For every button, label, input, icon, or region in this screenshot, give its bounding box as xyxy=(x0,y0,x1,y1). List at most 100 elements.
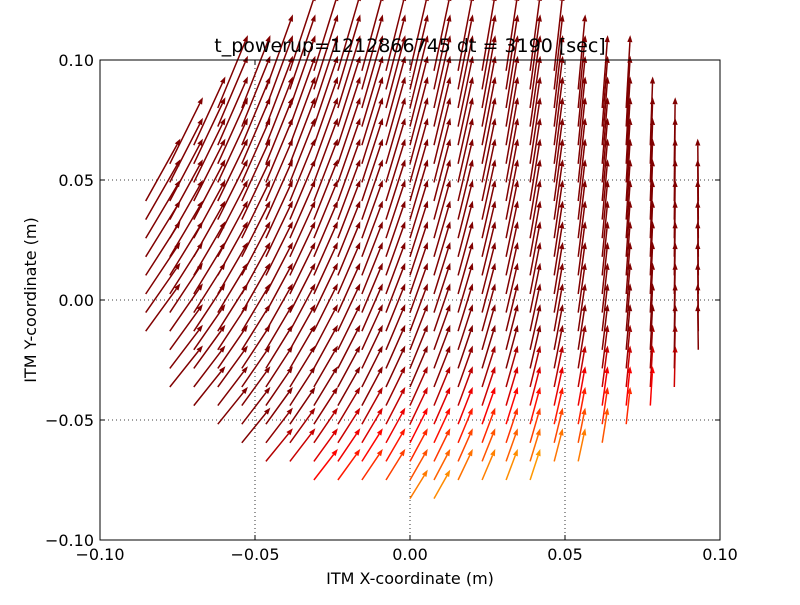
arrow-head xyxy=(444,469,451,477)
arrow-head xyxy=(400,97,406,105)
arrow-head xyxy=(400,324,406,333)
arrow-shaft xyxy=(433,289,449,332)
arrow-head xyxy=(559,221,565,229)
arrow-shaft xyxy=(169,123,201,183)
arrow-head xyxy=(423,76,429,84)
arrow-head xyxy=(421,469,428,477)
arrow-shaft xyxy=(457,269,472,313)
arrow-shaft xyxy=(241,62,269,127)
arrow-head xyxy=(490,407,496,415)
arrow-head xyxy=(491,179,497,188)
arrow-shaft xyxy=(337,413,358,444)
arrow-head xyxy=(264,242,271,250)
arrow-shaft xyxy=(145,268,178,314)
arrow-shaft xyxy=(649,352,654,388)
arrow-head xyxy=(536,345,542,353)
arrow-head xyxy=(445,386,451,395)
arrow-head xyxy=(332,366,338,374)
arrow-shaft xyxy=(217,41,246,109)
arrow-shaft xyxy=(409,269,427,313)
arrow-head xyxy=(491,14,497,22)
arrow-shaft xyxy=(409,21,427,90)
arrow-shaft xyxy=(553,42,563,109)
arrow-shaft xyxy=(577,414,585,443)
arrow-head xyxy=(559,35,565,43)
arrow-head xyxy=(491,97,497,105)
arrow-shaft xyxy=(601,124,608,183)
arrow-head xyxy=(422,407,428,415)
arrow-head xyxy=(445,283,451,291)
arrow-shaft xyxy=(361,144,382,202)
arrow-head xyxy=(514,35,520,43)
arrow-shaft xyxy=(433,83,450,146)
arrow-head xyxy=(401,14,407,22)
arrow-shaft xyxy=(601,352,608,388)
arrow-head xyxy=(468,283,474,291)
arrow-shaft xyxy=(457,62,473,127)
arrow-shaft xyxy=(481,227,495,276)
arrow-shaft xyxy=(217,144,246,202)
arrow-shaft xyxy=(409,331,426,369)
arrow-shaft xyxy=(529,62,541,127)
arrow-head xyxy=(220,76,226,84)
arrow-head xyxy=(264,200,271,209)
arrow-head xyxy=(581,304,587,312)
arrow-shaft xyxy=(193,165,223,220)
arrow-shaft xyxy=(409,289,427,332)
arrow-head xyxy=(468,345,473,353)
arrow-shaft xyxy=(409,83,427,146)
arrow-head xyxy=(355,117,361,126)
arrow-head xyxy=(354,366,361,374)
arrow-shaft xyxy=(265,392,290,425)
arrow-head xyxy=(219,345,226,353)
arrow-shaft xyxy=(529,228,540,276)
arrow-shaft xyxy=(361,413,380,444)
arrow-shaft xyxy=(433,310,449,351)
arrow-head xyxy=(331,448,338,457)
arrow-head xyxy=(265,179,271,188)
arrow-head xyxy=(196,283,203,291)
arrow-shaft xyxy=(361,186,382,239)
arrow-shaft xyxy=(193,123,223,183)
arrow-head xyxy=(649,76,656,84)
arrow-shaft xyxy=(337,227,359,276)
arrow-shaft xyxy=(601,331,608,369)
arrow-head xyxy=(467,428,473,436)
arrow-head xyxy=(378,35,384,43)
arrow-shaft xyxy=(577,207,586,257)
arrow-shaft xyxy=(505,21,518,90)
arrow-shaft xyxy=(385,310,404,351)
arrow-shaft xyxy=(361,20,382,90)
arrow-head xyxy=(287,242,293,250)
arrow-shaft xyxy=(577,310,585,350)
arrow-shaft xyxy=(385,207,404,258)
arrow-shaft xyxy=(193,350,222,388)
arrow-shaft xyxy=(577,269,586,313)
arrow-shaft xyxy=(505,228,518,276)
arrow-shaft xyxy=(529,166,540,220)
arrow-shaft xyxy=(385,289,404,332)
arrow-head xyxy=(174,242,181,250)
arrow-head xyxy=(219,324,226,332)
arrow-shaft xyxy=(313,289,336,332)
arrow-shaft xyxy=(553,228,563,276)
arrow-head xyxy=(491,159,497,167)
arrow-shaft xyxy=(241,206,268,258)
arrow-head xyxy=(491,138,497,146)
arrow-shaft xyxy=(505,186,518,239)
arrow-shaft xyxy=(313,248,336,295)
arrow-shaft xyxy=(457,413,471,444)
arrow-shaft xyxy=(337,41,360,109)
arrow-shaft xyxy=(409,310,426,351)
arrow-shaft xyxy=(457,289,472,332)
arrow-shaft xyxy=(313,41,337,109)
arrow-shaft xyxy=(337,268,359,313)
arrow-head xyxy=(581,179,587,188)
arrow-head xyxy=(423,138,429,146)
arrow-head xyxy=(309,407,316,415)
arrow-head xyxy=(559,242,565,250)
arrow-shaft xyxy=(625,104,631,164)
arrow-shaft xyxy=(601,228,608,276)
arrow-head xyxy=(399,407,406,415)
arrow-shaft xyxy=(601,248,608,295)
